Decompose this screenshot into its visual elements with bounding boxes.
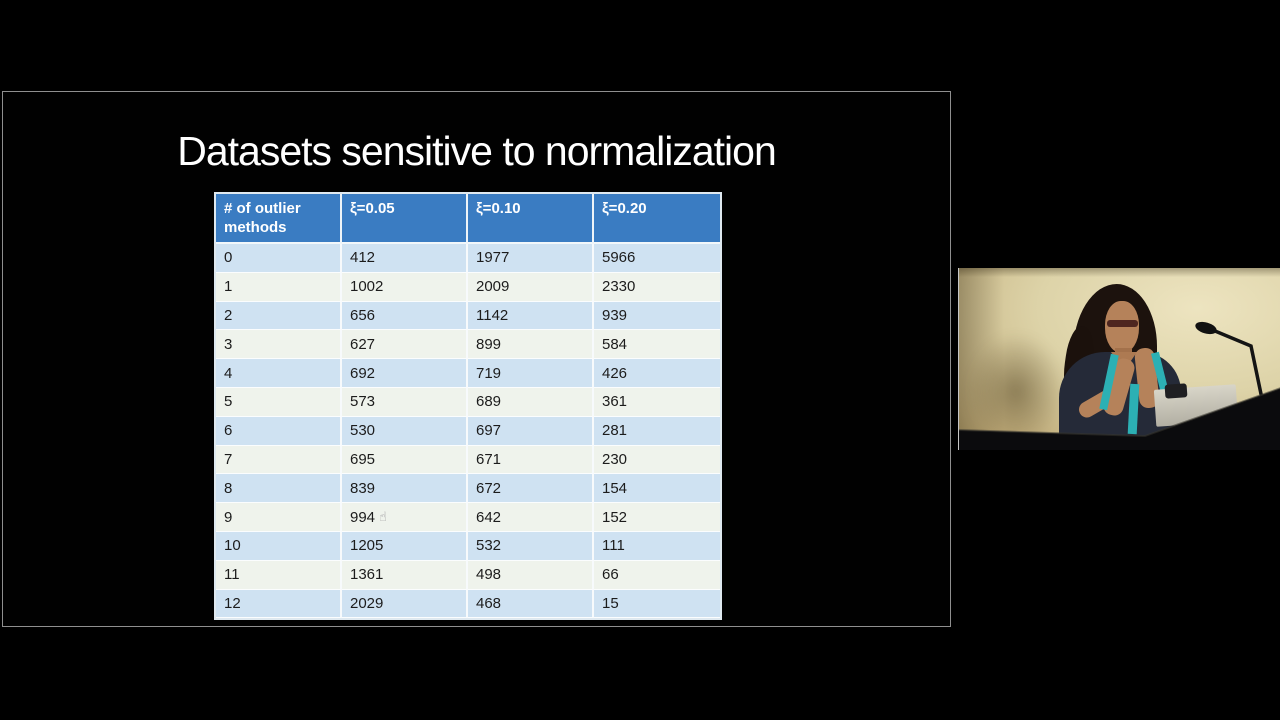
table-row: 0 412 1977 5966 — [216, 244, 720, 273]
table-row: 9 994 642 152 — [216, 503, 720, 532]
speaker-video-panel — [958, 268, 1280, 450]
table-row: 10 1205 532 111 — [216, 531, 720, 561]
table-row: 2 656 1142 939 — [216, 301, 720, 331]
table-cell: 656 — [342, 301, 468, 331]
table-cell: 11 — [216, 560, 342, 590]
table-cell: 719 — [468, 359, 594, 388]
speaker-face — [1105, 301, 1139, 353]
table-cell: 689 — [468, 387, 594, 417]
table-body: 0 412 1977 5966 1 1002 2009 2330 2 656 1142 939 3 627… — [216, 244, 720, 619]
table-cell: 412 — [342, 244, 468, 273]
table-cell: 1002 — [342, 272, 468, 302]
table-cell: 7 — [216, 445, 342, 475]
table-cell: 671 — [468, 445, 594, 475]
table-row: 4 692 719 426 — [216, 359, 720, 388]
table-row: 1 1002 2009 2330 — [216, 272, 720, 302]
table-header-cell: # of outlier methods — [216, 194, 342, 244]
table-cell: 230 — [594, 445, 720, 475]
table-cell: 839 — [342, 474, 468, 504]
table-cell: 3 — [216, 330, 342, 360]
table-cell: 4 — [216, 359, 342, 388]
table-cell: 1142 — [468, 301, 594, 331]
table-cell: 627 — [342, 330, 468, 360]
table-cell: 2 — [216, 301, 342, 331]
table-row: 3 627 899 584 — [216, 330, 720, 360]
table-cell: 281 — [594, 416, 720, 446]
table-cell: 361 — [594, 387, 720, 417]
table-cell: 1 — [216, 272, 342, 302]
cursor-hand-icon: ☝ — [379, 509, 387, 524]
table-cell: 672 — [468, 474, 594, 504]
table-cell: 111 — [594, 531, 720, 561]
table-cell: 9 — [216, 503, 342, 532]
table-cell: 994 — [342, 503, 468, 532]
table-cell: 530 — [342, 416, 468, 446]
table-cell: 0 — [216, 244, 342, 273]
table-cell: 1977 — [468, 244, 594, 273]
table-cell: 2029 — [342, 589, 468, 619]
table-row: 11 1361 498 66 — [216, 560, 720, 590]
table-cell: 692 — [342, 359, 468, 388]
table-cell: 10 — [216, 531, 342, 561]
table-cell: 2330 — [594, 272, 720, 302]
table-cell: 2009 — [468, 272, 594, 302]
table-header-row: # of outlier methods ξ=0.05 ξ=0.10 ξ=0.2… — [216, 194, 720, 244]
table-cell: 154 — [594, 474, 720, 504]
table-row: 6 530 697 281 — [216, 416, 720, 446]
table-cell: 152 — [594, 503, 720, 532]
table-cell: 584 — [594, 330, 720, 360]
table-cell: 426 — [594, 359, 720, 388]
table-row: 12 2029 468 15 — [216, 589, 720, 619]
podium-microphone — [1195, 321, 1263, 396]
table-header-cell: ξ=0.10 — [468, 194, 594, 244]
table-cell: 15 — [594, 589, 720, 619]
table-row: 7 695 671 230 — [216, 445, 720, 475]
table-header-cell: ξ=0.20 — [594, 194, 720, 244]
table-cell: 1361 — [342, 560, 468, 590]
table-cell: 642 — [468, 503, 594, 532]
table-header-cell: ξ=0.05 — [342, 194, 468, 244]
table-row: 8 839 672 154 — [216, 474, 720, 504]
slide-title: Datasets sensitive to normalization — [177, 128, 777, 174]
table-cell: 12 — [216, 589, 342, 619]
table-cell: 697 — [468, 416, 594, 446]
table-cell: 5 — [216, 387, 342, 417]
table-cell: 8 — [216, 474, 342, 504]
table-cell: 5966 — [594, 244, 720, 273]
table-cell: 899 — [468, 330, 594, 360]
table-cell: 573 — [342, 387, 468, 417]
table-cell: 66 — [594, 560, 720, 590]
table-cell: 1205 — [342, 531, 468, 561]
table-cell: 695 — [342, 445, 468, 475]
presentation-slide: Datasets sensitive to normalization # of… — [2, 91, 951, 627]
table-cell: 6 — [216, 416, 342, 446]
speaker-glasses — [1107, 320, 1138, 327]
table-cell: 532 — [468, 531, 594, 561]
podium — [959, 387, 1280, 450]
data-table: # of outlier methods ξ=0.05 ξ=0.10 ξ=0.2… — [214, 192, 722, 621]
table-cell: 939 — [594, 301, 720, 331]
table-row: 5 573 689 361 — [216, 387, 720, 417]
table-cell: 498 — [468, 560, 594, 590]
table-cell: 468 — [468, 589, 594, 619]
